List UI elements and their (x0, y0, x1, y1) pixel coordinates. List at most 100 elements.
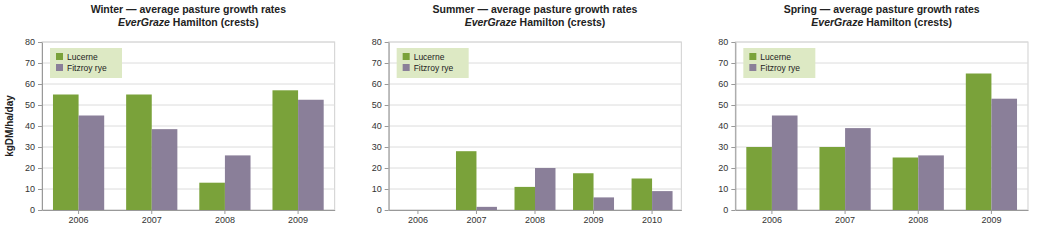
tick: 40 (25, 121, 42, 131)
tick-label: 2008 (908, 215, 928, 225)
bar (272, 90, 298, 210)
tick-label: 2006 (762, 215, 782, 225)
tick-mark (731, 189, 735, 190)
tick-mark (991, 210, 992, 214)
tick-mark (476, 210, 477, 214)
tick-label: 50 (25, 100, 35, 110)
tick-label: 70 (718, 58, 728, 68)
tick-mark (151, 210, 152, 214)
tick-mark (731, 105, 735, 106)
y-axis: 01020304050607080 (25, 37, 43, 215)
tick-mark (771, 210, 772, 214)
bar (893, 158, 919, 211)
legend-label: Fitzroy rye (67, 63, 107, 73)
tick-mark (78, 210, 79, 214)
x-axis: 20062007200820092010 (389, 210, 682, 225)
legend-label: Lucerne (414, 52, 445, 62)
bar (746, 147, 772, 210)
tick-label: 50 (718, 100, 728, 110)
grid (735, 42, 1028, 210)
grid-line (42, 42, 335, 43)
bar (476, 207, 496, 210)
axis-line (43, 210, 336, 211)
legend-swatch (56, 64, 63, 71)
y-axis-title: kgDM/ha/day (4, 95, 15, 157)
chart-title: Summer — average pasture growth rates (433, 3, 638, 15)
bar (456, 151, 476, 210)
tick-label: 0 (723, 205, 728, 215)
tick-mark (385, 126, 389, 127)
tick-label: 20 (25, 163, 35, 173)
plot-frame (735, 42, 1028, 210)
tick: 10 (372, 184, 389, 194)
tick-mark (38, 147, 42, 148)
grid (389, 42, 682, 210)
tick: 60 (25, 79, 42, 89)
tick-mark (731, 42, 735, 43)
tick-label: 2006 (408, 215, 428, 225)
tick-label: 70 (372, 58, 382, 68)
panel: 010203040506070802006200720082009Lucerne… (25, 37, 335, 225)
bar (772, 116, 798, 211)
bar (126, 95, 152, 211)
tick: 50 (718, 100, 735, 110)
tick: 20 (718, 163, 735, 173)
tick: 10 (718, 184, 735, 194)
tick: 60 (372, 79, 389, 89)
tick-mark (38, 168, 42, 169)
chart-title: EverGraze Hamilton (crests) (118, 16, 259, 28)
bar (515, 187, 535, 210)
bar (225, 155, 251, 210)
bars (746, 74, 1017, 211)
bars (53, 90, 324, 210)
tick-mark (298, 210, 299, 214)
y-axis: 01020304050607080 (372, 37, 390, 215)
tick: 80 (718, 37, 735, 47)
legend-swatch (749, 64, 756, 71)
panel: 010203040506070802006200720082009Lucerne… (718, 37, 1028, 225)
tick-mark (38, 63, 42, 64)
tick: 20 (25, 163, 42, 173)
grid-line (42, 84, 335, 85)
tick-label: 80 (718, 37, 728, 47)
tick: 20 (372, 163, 389, 173)
tick: 2009 (584, 210, 604, 225)
grid (42, 42, 335, 210)
tick: 2006 (408, 210, 428, 225)
legend-swatch (749, 53, 756, 60)
bar (573, 173, 593, 210)
tick: 2007 (835, 210, 855, 225)
bar (535, 168, 555, 210)
tick: 0 (723, 205, 735, 215)
tick: 40 (718, 121, 735, 131)
tick-label: 2008 (525, 215, 545, 225)
tick-label: 2009 (288, 215, 308, 225)
grid-line (389, 147, 682, 148)
tick: 0 (30, 205, 42, 215)
tick-mark (38, 84, 42, 85)
tick-label: 2007 (835, 215, 855, 225)
tick-mark (652, 210, 653, 214)
legend-box (50, 48, 122, 78)
tick: 2009 (981, 210, 1001, 225)
tick: 30 (372, 142, 389, 152)
tick-mark (224, 210, 225, 214)
tick: 70 (25, 58, 42, 68)
tick-mark (385, 147, 389, 148)
axis-line (389, 43, 390, 211)
tick-mark (731, 126, 735, 127)
tick-label: 10 (718, 184, 728, 194)
chart-title: Winter — average pasture growth rates (91, 3, 287, 15)
tick-label: 50 (372, 100, 382, 110)
tick-label: 40 (372, 121, 382, 131)
tick-mark (731, 168, 735, 169)
tick: 60 (718, 79, 735, 89)
tick: 2009 (288, 210, 308, 225)
tick-mark (845, 210, 846, 214)
x-axis: 2006200720082009 (43, 210, 336, 225)
axis-line (735, 43, 736, 211)
tick-label: 2007 (466, 215, 486, 225)
bar (199, 183, 225, 210)
tick-label: 2006 (69, 215, 89, 225)
tick-label: 60 (718, 79, 728, 89)
